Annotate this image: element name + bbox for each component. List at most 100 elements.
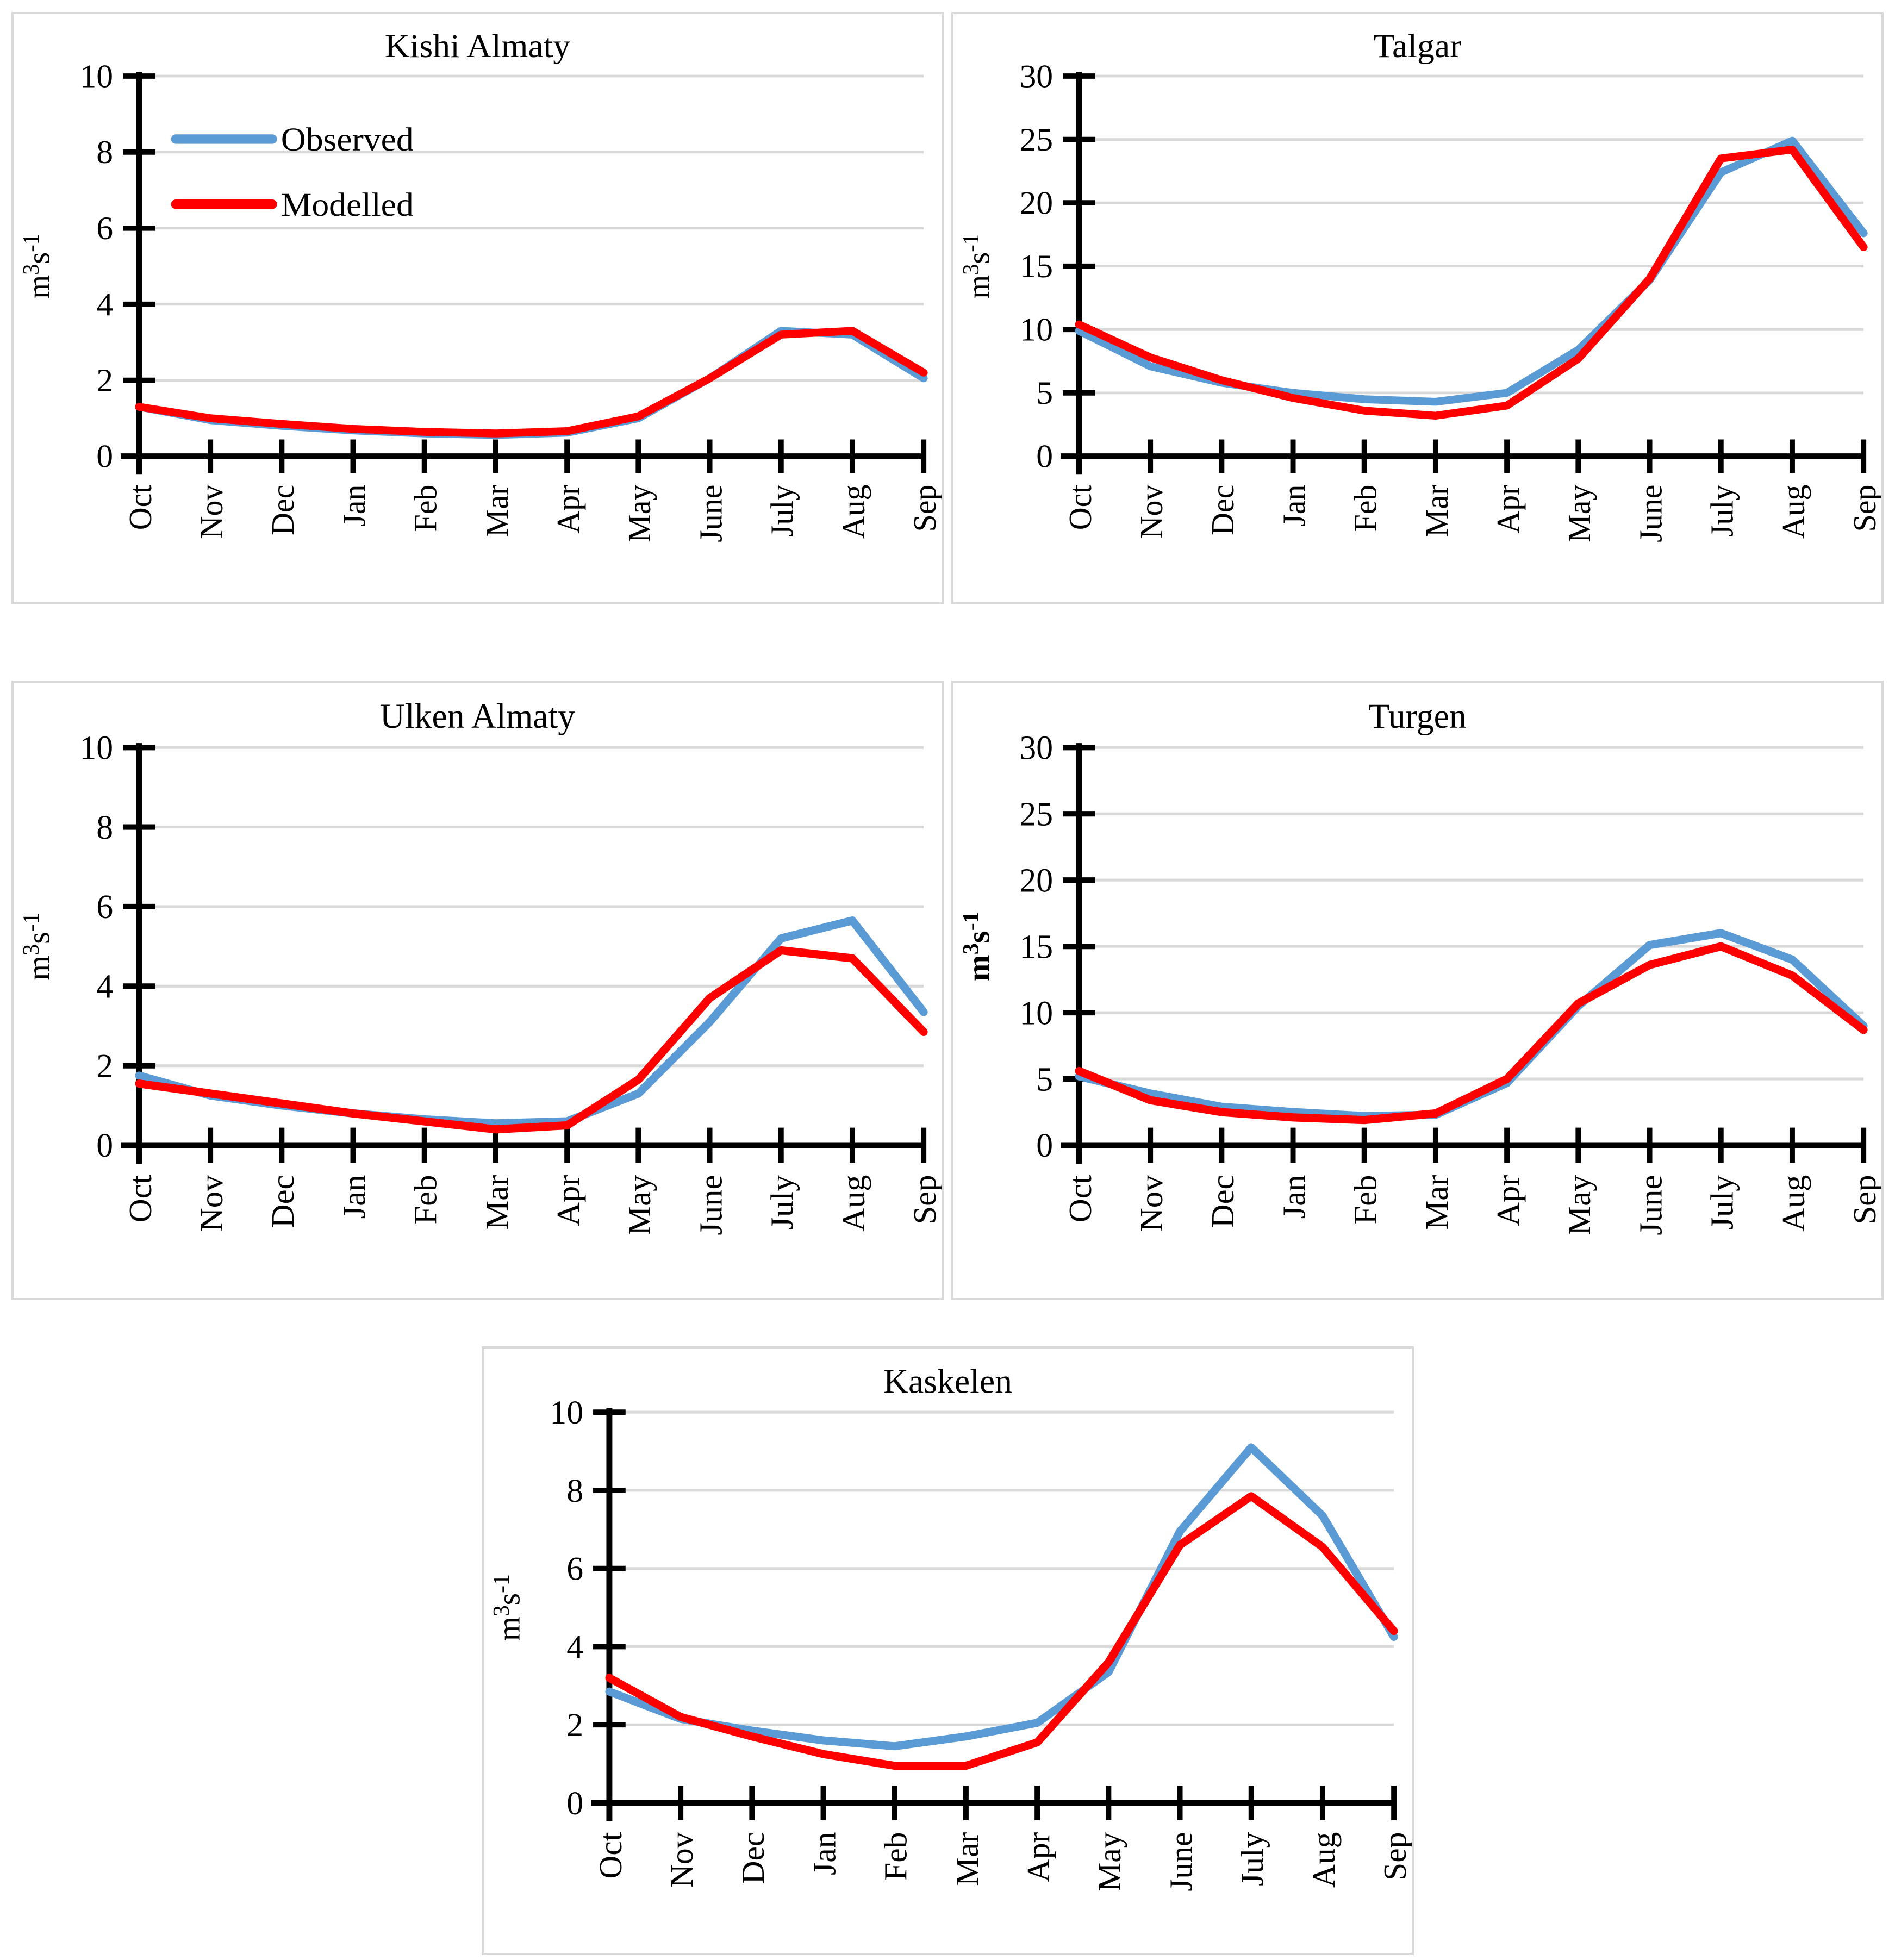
x-tick-label: Jan — [336, 485, 372, 527]
y-tick-label: 0 — [96, 1127, 113, 1165]
x-tick-label: Sep — [907, 1175, 942, 1225]
x-tick-label: Mar — [1419, 1175, 1455, 1230]
y-tick-label: 8 — [566, 1472, 583, 1509]
turgen-chart: Turgen m3s-1 0 5 10 15 20 25 30 Oct Nov Dec Jan Feb Ma… — [958, 696, 1881, 1235]
x-tick-label: May — [621, 484, 657, 542]
y-tick-label: 4 — [566, 1628, 583, 1665]
chart-panel-kishi-almaty: Kishi Almaty m3s-1 0 2 4 6 8 10 Oct Nov Dec Jan Feb M… — [11, 12, 944, 604]
x-tick-label: June — [1633, 485, 1669, 542]
x-tick-label: Apr — [1020, 1832, 1056, 1882]
y-axis-label: m3s-1 — [958, 234, 996, 298]
y-tick-label: 10 — [79, 59, 113, 95]
x-tick-label: Apr — [1490, 484, 1526, 534]
x-tick-label: Aug — [1775, 1175, 1811, 1232]
y-axis-label: m3s-1 — [958, 912, 996, 981]
talgar-chart: Talgar m3s-1 0 5 10 15 20 25 30 Oct Nov Dec Jan Feb Ma… — [958, 27, 1881, 542]
x-tick-label: July — [1704, 484, 1740, 537]
x-tick-label: Aug — [1775, 485, 1811, 539]
y-tick-label: 5 — [1036, 1061, 1053, 1098]
x-tick-label: Nov — [1133, 484, 1169, 539]
series-modelled-line — [135, 327, 928, 438]
y-tick-label: 6 — [96, 889, 113, 926]
x-tick-label: Oct — [122, 1175, 158, 1222]
y-tick-label: 0 — [96, 439, 113, 475]
x-tick-label: Jan — [1276, 485, 1312, 527]
x-tick-label: Feb — [1348, 485, 1383, 532]
x-tick-label: June — [1633, 1175, 1669, 1235]
y-tick-label: 20 — [1019, 862, 1053, 900]
y-axis-label: m3s-1 — [18, 234, 57, 298]
x-tick-label: June — [693, 1175, 729, 1235]
x-tick-label: Jan — [336, 1175, 372, 1219]
x-tick-label: July — [764, 484, 800, 537]
x-tick-label: July — [1234, 1832, 1270, 1886]
y-tick-label: 15 — [1019, 249, 1053, 285]
x-tick-label: Mar — [479, 1175, 515, 1230]
y-tick-label: 2 — [96, 1047, 113, 1085]
legend-modelled-label: Modelled — [281, 186, 414, 223]
y-tick-label: 2 — [96, 363, 113, 399]
chart-panel-kaskelen: Kaskelen m3s-1 0 2 4 6 8 10 Oct Nov Dec Jan Feb Mar Ap… — [481, 1346, 1414, 1955]
series-modelled-line — [604, 1492, 1398, 1770]
kishi-almaty-chart: Kishi Almaty m3s-1 0 2 4 6 8 10 Oct Nov Dec Jan Feb M… — [18, 27, 942, 542]
x-tick-label: Apr — [550, 1175, 586, 1226]
x-tick-label: Jan — [806, 1832, 842, 1875]
y-tick-label: 8 — [96, 135, 113, 171]
x-tick-label: Oct — [1062, 485, 1098, 530]
y-tick-label: 10 — [79, 729, 113, 767]
y-tick-label: 15 — [1019, 928, 1053, 966]
x-tick-label: Mar — [479, 484, 515, 537]
x-tick-label: Aug — [836, 485, 871, 539]
chart-panel-turgen: Turgen m3s-1 0 5 10 15 20 25 30 Oct Nov Dec Jan Feb Ma… — [951, 681, 1884, 1300]
charts-row-bottom: Kaskelen m3s-1 0 2 4 6 8 10 Oct Nov Dec Jan Feb Mar Ap… — [0, 1346, 1895, 1955]
charts-row-middle: Ulken Almaty m3s-1 0 2 4 6 8 10 Oct Nov Dec Jan Feb M… — [0, 681, 1895, 1300]
y-tick-label: 5 — [1036, 376, 1053, 411]
chart-panel-talgar: Talgar m3s-1 0 5 10 15 20 25 30 Oct Nov Dec Jan Feb Ma… — [951, 12, 1884, 604]
x-tick-label: Feb — [877, 1832, 913, 1881]
y-tick-label: 10 — [1019, 312, 1053, 348]
x-tick-label: Oct — [592, 1832, 628, 1878]
x-tick-label: Sep — [907, 485, 942, 532]
y-tick-label: 6 — [96, 211, 113, 247]
x-tick-label: Jan — [1276, 1175, 1312, 1219]
chart-title: Talgar — [1374, 27, 1462, 65]
x-tick-label: Dec — [1205, 485, 1241, 535]
x-tick-label: May — [1561, 484, 1597, 542]
x-tick-label: Nov — [663, 1832, 699, 1888]
x-tick-label: May — [622, 1175, 658, 1235]
x-tick-label: Nov — [194, 1175, 229, 1232]
x-tick-label: Apr — [1490, 1175, 1526, 1226]
x-tick-label: Feb — [408, 485, 444, 532]
y-tick-label: 10 — [550, 1394, 583, 1431]
x-tick-label: Nov — [194, 484, 229, 539]
y-tick-label: 30 — [1019, 59, 1053, 95]
x-tick-label: July — [764, 1175, 800, 1230]
y-tick-label: 4 — [96, 287, 113, 323]
x-tick-label: Mar — [949, 1832, 984, 1886]
y-tick-label: 30 — [1019, 729, 1053, 767]
x-tick-label: Sep — [1847, 1175, 1881, 1225]
x-tick-label: May — [1092, 1832, 1127, 1891]
y-tick-label: 0 — [1036, 1127, 1053, 1165]
x-tick-label: Aug — [1305, 1832, 1341, 1888]
charts-row-top: Kishi Almaty m3s-1 0 2 4 6 8 10 Oct Nov Dec Jan Feb M… — [0, 12, 1895, 604]
series-observed-line — [1075, 136, 1868, 406]
x-tick-label: Apr — [550, 484, 586, 534]
y-tick-label: 0 — [566, 1785, 583, 1822]
series-modelled-line — [135, 946, 928, 1134]
x-tick-label: Feb — [408, 1175, 444, 1225]
kaskelen-chart: Kaskelen m3s-1 0 2 4 6 8 10 Oct Nov Dec Jan Feb Mar Ap… — [489, 1362, 1411, 1892]
x-tick-label: Oct — [1062, 1175, 1098, 1222]
x-tick-label: Sep — [1376, 1832, 1411, 1881]
x-tick-label: June — [1163, 1832, 1199, 1892]
y-tick-label: 4 — [96, 968, 113, 1006]
x-tick-label: May — [1562, 1175, 1598, 1235]
y-tick-label: 25 — [1019, 796, 1053, 833]
chart-title: Ulken Almaty — [380, 696, 575, 735]
y-tick-label: 2 — [566, 1707, 583, 1744]
series-modelled-line — [1075, 145, 1868, 420]
x-tick-label: Aug — [836, 1175, 871, 1232]
x-tick-label: June — [693, 485, 729, 542]
x-tick-label: July — [1704, 1175, 1740, 1230]
x-tick-label: Sep — [1847, 485, 1881, 532]
